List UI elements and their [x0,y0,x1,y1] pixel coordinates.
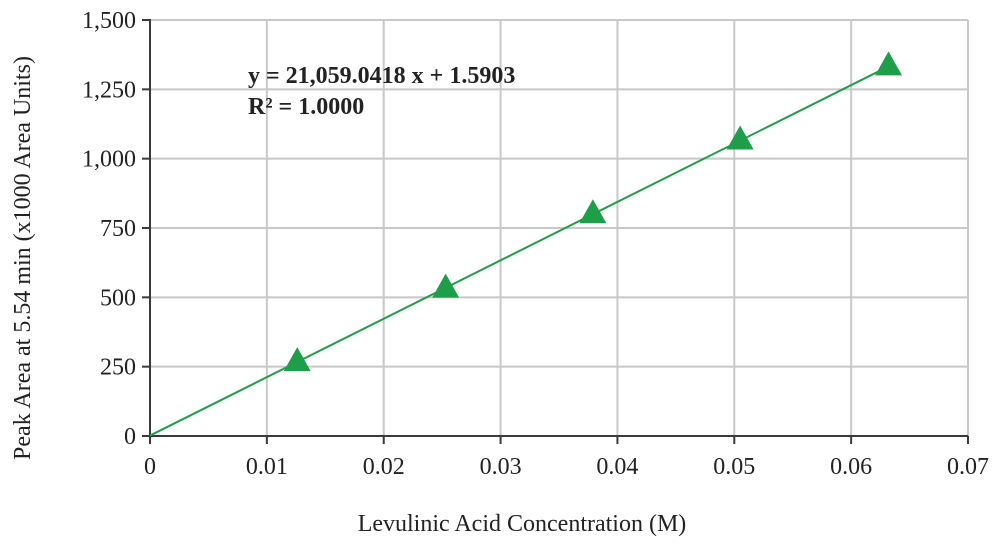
data-points [283,51,903,372]
y-tick-label: 1,500 [82,8,136,34]
x-tick-label: 0 [144,454,156,480]
y-tick-label: 500 [100,285,136,311]
x-tick-label: 0.03 [480,454,522,480]
data-point-triangle [283,347,311,372]
r-squared-label: R² = 1.0000 [248,94,364,120]
axes [142,19,969,444]
x-axis-title: Levulinic Acid Concentration (M) [358,511,687,537]
x-tick-label: 0.05 [713,454,755,480]
data-point-triangle [432,273,460,298]
trendline-layer [149,65,889,437]
x-tick-label: 0.06 [830,454,872,480]
trendline-equation: y = 21,059.0418 x + 1.5903 [248,63,515,89]
x-tick-label: 0.02 [363,454,405,480]
y-tick-label: 250 [100,355,136,381]
data-point-triangle [875,51,903,76]
x-tick-label: 0.01 [246,454,288,480]
x-tick-label: 0.04 [596,454,638,480]
data-point-triangle [726,125,754,150]
y-tick-label: 1,250 [82,77,136,103]
y-tick-label: 1,000 [82,147,136,173]
y-axis-title: Peak Area at 5.54 min (x1000 Area Units) [10,56,36,460]
trendline [149,65,889,437]
x-tick-label: 0.07 [947,454,989,480]
y-tick-label: 0 [124,424,136,450]
y-tick-label: 750 [100,216,136,242]
tick-labels: 0 0.01 0.02 0.03 0.04 0.05 0.06 0.07 0 250 500 750 1… [82,8,989,480]
data-point-triangle [579,199,607,224]
grid-lines [150,19,969,436]
